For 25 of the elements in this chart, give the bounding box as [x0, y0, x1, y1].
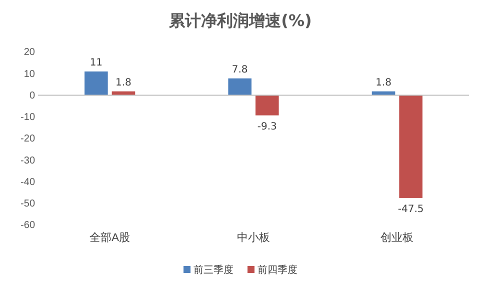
legend-label: 前三季度 — [194, 264, 234, 276]
data-label: 7.8 — [232, 64, 248, 76]
data-label: 1.8 — [116, 77, 132, 88]
y-tick-label: -60 — [20, 220, 36, 232]
y-tick-label: -50 — [20, 198, 36, 210]
y-tick-label: 10 — [24, 68, 36, 80]
y-tick-label: -40 — [20, 176, 36, 188]
y-tick-label: 0 — [29, 90, 36, 102]
bar — [399, 95, 422, 198]
y-tick-label: -20 — [20, 134, 36, 145]
bar — [84, 71, 108, 96]
bar — [256, 95, 279, 116]
y-tick-label: -30 — [20, 155, 36, 166]
data-label: -9.3 — [257, 121, 277, 132]
bar — [228, 78, 252, 96]
y-tick-label: 20 — [24, 47, 36, 58]
x-tick-label: 全部A股 — [90, 231, 130, 244]
chart-title: 累计净利润增速(%) — [168, 11, 312, 30]
x-tick-label: 创业板 — [380, 231, 414, 244]
data-label: -47.5 — [398, 204, 424, 215]
x-tick-label: 中小板 — [237, 231, 270, 244]
y-tick-label: -10 — [20, 112, 36, 124]
data-label: 11 — [90, 57, 103, 68]
data-label: 1.8 — [376, 77, 392, 88]
legend-label: 前四季度 — [258, 264, 298, 276]
